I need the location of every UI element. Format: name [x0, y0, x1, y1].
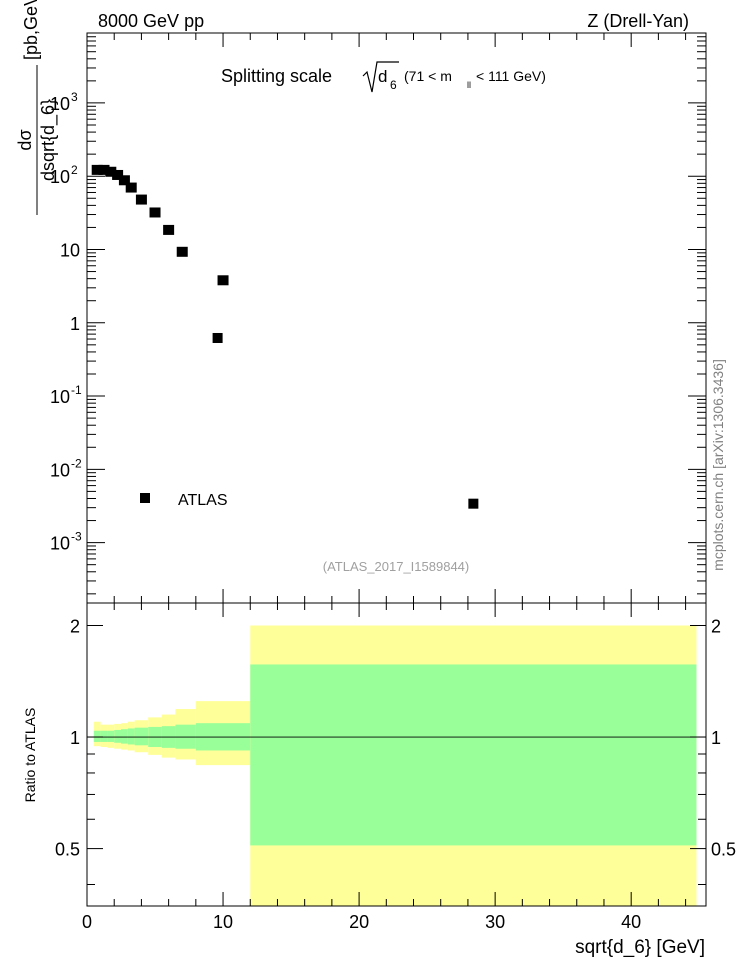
lower-tick-labels: 0 10 20 30 40 0.5 0.5 1 1 2 2	[55, 616, 736, 932]
data-point	[105, 166, 117, 177]
green-band	[107, 730, 115, 742]
plot-title-prefix: Splitting scale	[221, 66, 332, 86]
data-point	[125, 182, 137, 193]
legend-label: ATLAS	[178, 492, 228, 509]
y-tick-label: 10 -3	[50, 530, 82, 554]
x-tick-label: 40	[621, 912, 641, 932]
y-tick-label: 10 -2	[50, 456, 82, 480]
y-tick-label-base: 10	[60, 240, 80, 260]
green-band	[121, 729, 128, 744]
green-band	[127, 728, 135, 745]
data-point	[212, 332, 223, 343]
y-tick-label-base: 10	[50, 534, 70, 554]
collision-label: 8000 GeV pp	[98, 11, 204, 31]
plot-title-condition: (71 < m	[404, 68, 452, 84]
y-label-denominator: dsqrt{d_6}	[38, 99, 59, 181]
y-label-units: [pb,GeV	[21, 0, 41, 60]
ratio-y-tick-label-right: 0.5	[711, 840, 736, 860]
source-label: mcplots.cern.ch [arXiv:1306.3436]	[710, 359, 726, 571]
ratio-bands	[93, 625, 697, 906]
data-point	[176, 246, 188, 257]
y-tick-label: 10 -1	[50, 383, 82, 407]
green-band	[134, 727, 149, 746]
y-axis-units: [pb,GeV -1 ]	[21, 0, 41, 60]
y-tick-label-base: 1	[70, 314, 80, 334]
data-point	[468, 498, 479, 509]
upper-ticks	[86, 32, 706, 603]
data-points	[91, 164, 479, 509]
analysis-watermark: (ATLAS_2017_I1589844)	[323, 559, 469, 574]
ratio-y-label: Ratio to ATLAS	[22, 708, 38, 803]
data-point	[98, 164, 110, 175]
ratio-y-tick-label-right: 1	[711, 728, 721, 748]
data-point	[91, 164, 103, 175]
ratio-y-tick-label: 1	[70, 728, 80, 748]
y-tick-label-base: 10	[50, 94, 70, 114]
y-tick-label-exp: -2	[71, 456, 82, 470]
data-point	[217, 275, 229, 286]
x-tick-label: 20	[349, 912, 369, 932]
y-tick-label: 10	[60, 240, 80, 260]
x-tick-label: 30	[485, 912, 505, 932]
y-tick-label-base: 10	[50, 167, 70, 187]
data-point	[163, 224, 175, 235]
plot-title: Splitting scale d 6 (71 < m ll < 111 GeV…	[221, 61, 546, 93]
y-axis-label: dσ dsqrt{d_6}	[15, 65, 59, 215]
y-label-numerator: dσ	[15, 129, 35, 150]
ratio-y-tick-label-right: 2	[711, 616, 721, 636]
x-axis-label: sqrt{d_6} [GeV]	[575, 937, 705, 958]
x-tick-label: 10	[213, 912, 233, 932]
data-point	[149, 207, 161, 218]
y-tick-label: 1	[70, 314, 80, 334]
data-point	[118, 175, 130, 186]
legend: ATLAS	[140, 492, 228, 509]
lower-ticks	[86, 603, 706, 906]
process-label: Z (Drell-Yan)	[587, 11, 689, 31]
plot-title-condition-end: < 111 GeV)	[476, 68, 546, 84]
ratio-y-tick-label: 0.5	[55, 840, 80, 860]
green-band	[250, 664, 697, 846]
data-point	[135, 194, 147, 205]
y-tick-label-exp: -1	[71, 383, 82, 397]
y-tick-label-base: 10	[50, 460, 70, 480]
y-tick-label: 10 3	[50, 90, 78, 114]
main-panel-frame	[86, 32, 707, 604]
y-tick-label-exp: 2	[71, 163, 78, 177]
data-point	[112, 169, 124, 180]
ratio-y-tick-label: 2	[70, 616, 80, 636]
green-band	[93, 730, 101, 742]
plot-title-var: d	[378, 67, 387, 86]
legend-marker	[140, 493, 150, 503]
sqrt-symbol	[362, 61, 399, 93]
y-tick-label-exp: 3	[71, 90, 78, 104]
ratio-panel: 0 10 20 30 40 0.5 0.5 1 1 2 2 Ratio to ATLAS sqrt{…	[22, 602, 736, 958]
green-band	[100, 730, 108, 742]
y-tick-label: 10 2	[50, 163, 78, 187]
x-tick-label: 0	[82, 912, 92, 932]
plot-title-sub: 6	[390, 78, 397, 92]
green-band	[114, 729, 122, 743]
plot-title-condition-sub: ll	[467, 80, 471, 90]
y-tick-label-exp: -3	[71, 530, 82, 544]
y-tick-label-base: 10	[50, 387, 70, 407]
main-panel: Splitting scale d 6 (71 < m ll < 111 GeV…	[15, 0, 707, 604]
